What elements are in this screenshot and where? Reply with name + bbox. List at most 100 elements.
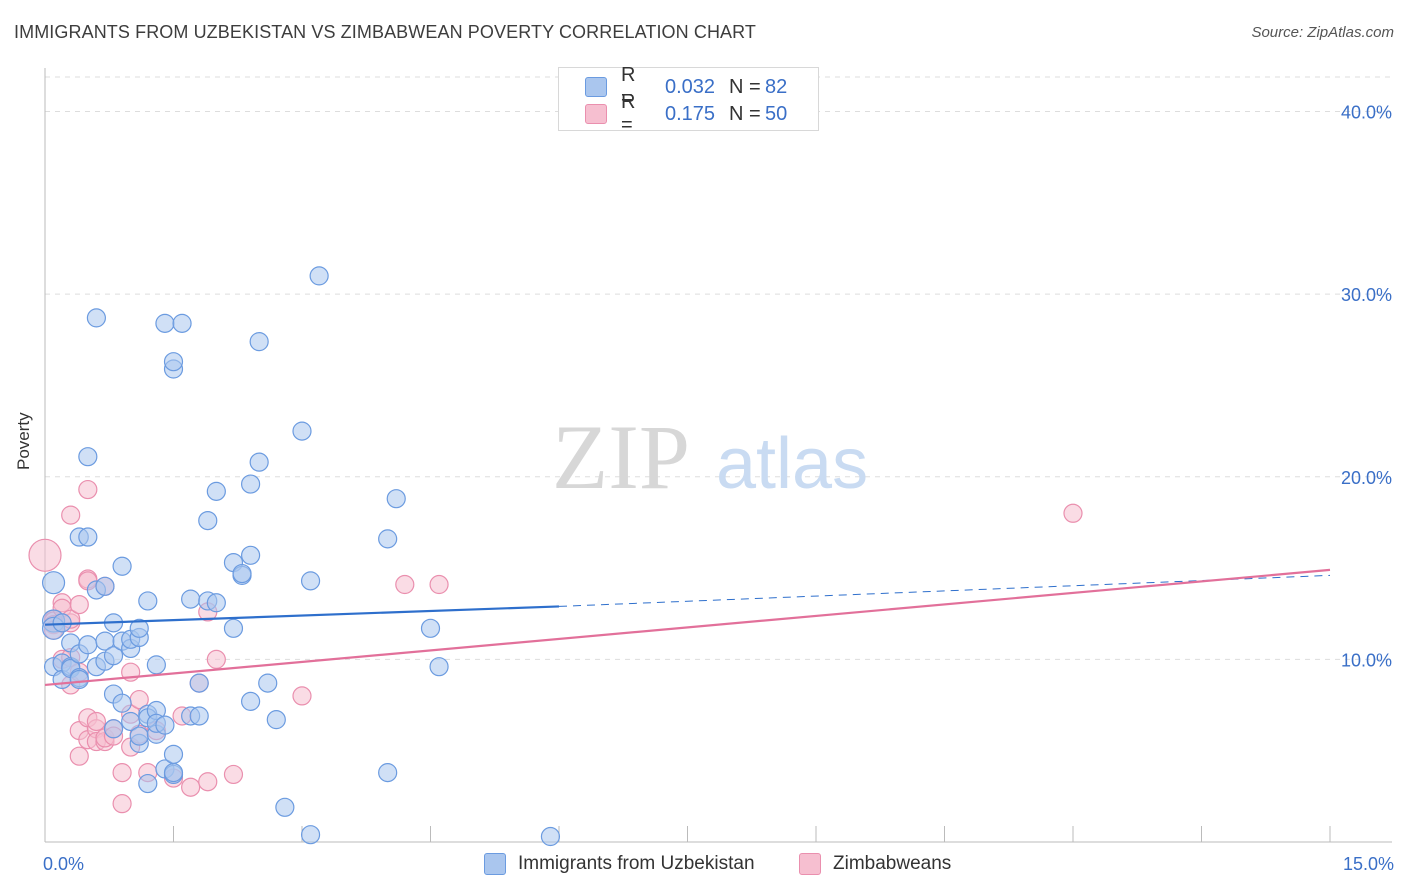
uzbekistan-trend-extension	[558, 574, 1331, 607]
y-tick-label: 40.0%	[1341, 103, 1392, 123]
uzbekistan-point	[138, 773, 158, 794]
legend-n-value: 50	[765, 102, 788, 125]
uzbekistan-point	[249, 332, 269, 352]
bottom-legend-uzbekistan: Immigrants from Uzbekistan	[484, 852, 755, 876]
zimbabweans-point	[181, 777, 201, 797]
watermark-zip: ZIP	[552, 406, 690, 508]
legend-row-zimbabweans: R = 0.175 N = 50	[585, 91, 788, 136]
legend-n-label: N =	[729, 75, 761, 98]
legend-r-label: R =	[621, 91, 636, 136]
uzbekistan-point	[420, 618, 441, 638]
uzbekistan-point	[189, 706, 209, 726]
uzbekistan-point	[249, 452, 269, 472]
uzbekistan-point	[309, 266, 329, 286]
zimbabweans-point	[78, 479, 98, 500]
uzbekistan-point	[241, 474, 261, 494]
legend-swatch-blue	[585, 77, 607, 97]
uzbekistan-point	[112, 556, 132, 576]
uzbekistan-point	[78, 527, 98, 547]
bottom-legend-label: Immigrants from Uzbekistan	[518, 853, 755, 874]
uzbekistan-point	[241, 691, 261, 711]
zimbabweans-point	[61, 505, 81, 525]
zimbabweans-point	[28, 538, 62, 572]
watermark-atlas: atlas	[716, 424, 868, 504]
uzbekistan-point	[163, 763, 184, 783]
uzbekistan-point	[206, 481, 226, 501]
uzbekistan-point	[258, 673, 278, 693]
uzbekistan-point	[155, 313, 175, 333]
tick-labels: 10.0% 20.0% 30.0% 40.0% 0.0% 15.0%	[43, 103, 1394, 874]
zimbabweans-points	[28, 479, 1083, 814]
uzbekistan-point	[95, 576, 115, 596]
uzbekistan-point	[300, 825, 321, 845]
uzbekistan-point	[78, 447, 98, 467]
uzbekistan-point	[172, 313, 192, 333]
bottom-legend-swatch-pink	[799, 853, 821, 875]
uzbekistan-point	[386, 489, 406, 509]
uzbekistan-point	[198, 510, 218, 531]
uzbekistan-point	[78, 635, 98, 655]
watermark: ZIP atlas	[552, 406, 868, 508]
uzbekistan-point	[138, 591, 158, 611]
uzbekistan-points	[41, 266, 561, 847]
uzbekistan-point	[206, 593, 226, 613]
uzbekistan-point	[429, 657, 449, 677]
uzbekistan-point	[163, 744, 184, 764]
zimbabweans-point	[86, 711, 107, 732]
uzbekistan-point	[181, 589, 201, 609]
uzbekistan-trend-line	[44, 605, 560, 626]
zimbabweans-point	[198, 772, 218, 792]
zimbabweans-point	[223, 764, 244, 785]
legend-n-value: 82	[765, 75, 788, 98]
uzbekistan-point	[69, 669, 89, 690]
bottom-legend-swatch-blue	[484, 853, 506, 875]
uzbekistan-point	[129, 726, 149, 746]
zimbabweans-point	[112, 763, 132, 783]
zimbabweans-point	[206, 649, 226, 669]
uzbekistan-point	[540, 826, 561, 847]
uzbekistan-point	[241, 545, 261, 565]
uzbekistan-point	[146, 655, 166, 675]
y-tick-label: 30.0%	[1341, 285, 1392, 305]
zimbabweans-point	[429, 574, 449, 595]
uzbekistan-point	[86, 308, 107, 328]
uzbekistan-point	[300, 571, 321, 591]
legend-r-value: 0.032	[664, 75, 716, 98]
legend: R = 0.032 N = 82 R = 0.175 N = 50	[558, 64, 819, 136]
uzbekistan-point	[275, 797, 295, 817]
y-tick-label: 20.0%	[1341, 468, 1392, 488]
zimbabweans-point	[69, 746, 89, 766]
zimbabweans-point	[112, 794, 132, 814]
x-tick-label: 15.0%	[1343, 854, 1394, 874]
zimbabweans-trend-line	[44, 568, 1331, 687]
uzbekistan-point	[232, 563, 252, 584]
uzbekistan-point	[129, 618, 149, 638]
uzbekistan-point	[103, 646, 124, 666]
trend-lines	[44, 568, 1331, 687]
uzbekistan-point	[292, 421, 312, 441]
y-tick-label: 10.0%	[1341, 650, 1392, 670]
uzbekistan-point	[163, 352, 184, 372]
uzbekistan-point	[155, 715, 175, 735]
legend-swatch-pink	[585, 104, 607, 124]
source-label: Source: ZipAtlas.com	[1251, 24, 1394, 41]
zimbabweans-point	[69, 594, 89, 615]
x-tick-label: 0.0%	[43, 854, 84, 874]
uzbekistan-point	[41, 571, 66, 595]
uzbekistan-point	[223, 618, 244, 638]
legend-r-label: R =	[621, 64, 636, 109]
zimbabweans-point	[1063, 503, 1083, 523]
bottom-legend-label: Zimbabweans	[833, 853, 952, 874]
bottom-legend-zimbabweans: Zimbabweans	[799, 852, 951, 876]
uzbekistan-point	[189, 673, 209, 693]
legend-n-label: N =	[729, 102, 761, 125]
legend-r-value: 0.175	[664, 102, 716, 125]
uzbekistan-point	[378, 763, 398, 783]
chart-title: IMMIGRANTS FROM UZBEKISTAN VS ZIMBABWEAN…	[14, 22, 757, 42]
uzbekistan-point	[103, 719, 124, 739]
legend-row-uzbekistan: R = 0.032 N = 82	[585, 64, 788, 109]
uzbekistan-point	[378, 529, 398, 549]
uzbekistan-point	[266, 710, 286, 730]
zimbabweans-point	[395, 574, 415, 595]
